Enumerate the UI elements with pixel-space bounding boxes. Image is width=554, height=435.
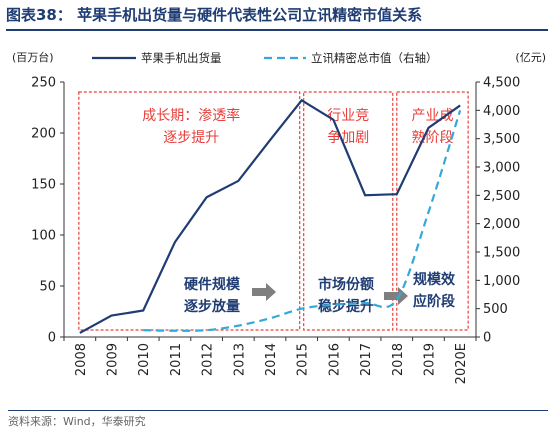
x-tick-label: 2015 [296, 343, 311, 376]
left-tick-label: 0 [48, 331, 56, 346]
stage-effect-label: 应阶段 [413, 293, 455, 310]
left-tick-label: 200 [31, 127, 56, 142]
right-tick-label: 500 [483, 302, 508, 317]
x-tick-label: 2013 [232, 343, 247, 376]
right-tick-label: 3,500 [483, 132, 520, 147]
legend-label: 苹果手机出货量 [141, 51, 222, 65]
x-tick-label: 2010 [137, 343, 152, 376]
right-tick-label: 3,000 [483, 161, 520, 176]
stage-arrow-icon [252, 283, 276, 301]
stage-effect-label: 逐步放量 [184, 298, 240, 315]
series-layer [79, 98, 462, 334]
legend-label: 立讯精密总市值（右轴） [311, 51, 438, 65]
x-tick-label: 2009 [106, 343, 121, 376]
stage-effect-label: 硬件规模 [184, 276, 241, 293]
stage-label: 逐步提升 [163, 130, 219, 146]
x-tick-label: 2020E [454, 343, 469, 384]
stage-label: 争加剧 [327, 130, 369, 146]
right-axis-unit: (亿元) [515, 51, 546, 64]
stage-effect-label: 稳步提升 [318, 298, 374, 315]
x-tick-label: 2014 [264, 343, 279, 376]
axes-layer: (百万台) (亿元) 0 50 100 150 200 250 0 500 1,000 1,500 2,… [12, 50, 546, 384]
right-tick-label: 4,000 [483, 104, 520, 119]
right-tick-label: 2,500 [483, 189, 520, 204]
x-tick-label: 2011 [169, 343, 184, 376]
chart-title: 图表38： 苹果手机出货量与硬件代表性公司立讯精密市值关系 [6, 3, 548, 31]
right-tick-label: 0 [483, 331, 491, 346]
stage-effect-label: 市场份额 [318, 276, 374, 293]
x-tick-label: 2017 [359, 343, 374, 376]
x-tick-label: 2018 [391, 343, 406, 376]
left-tick-label: 150 [31, 178, 56, 193]
stage-label: 产业成 [411, 108, 453, 124]
stage-arrow-icon [384, 287, 408, 305]
left-tick-label: 250 [31, 76, 56, 91]
right-tick-label: 1,500 [483, 246, 520, 261]
right-tick-label: 1,000 [483, 274, 520, 289]
right-tick-label: 4,500 [483, 76, 520, 91]
right-tick-label: 2,000 [483, 217, 520, 232]
series-line-2 [143, 110, 462, 332]
x-tick-label: 2008 [74, 343, 89, 376]
stage-box [303, 91, 394, 331]
x-tick-label: 2012 [201, 343, 216, 376]
stage-box [78, 91, 301, 331]
stage-label: 行业竞 [327, 107, 369, 124]
legend-layer: 苹果手机出货量 立讯精密总市值（右轴） [92, 51, 438, 65]
series-line-1 [79, 98, 461, 334]
stage-label: 成长期：渗透率 [142, 107, 240, 124]
stage-box [396, 91, 469, 331]
left-tick-label: 50 [39, 280, 56, 295]
source-note: 资料来源：Wind，华泰研究 [8, 410, 548, 433]
x-tick-label: 2016 [327, 343, 342, 376]
stage-effect-label: 规模效 [413, 271, 456, 288]
x-tick-label: 2019 [422, 343, 437, 376]
left-tick-label: 100 [31, 229, 56, 244]
left-axis-unit: (百万台) [12, 50, 54, 64]
stage-label: 熟阶段 [411, 130, 453, 146]
